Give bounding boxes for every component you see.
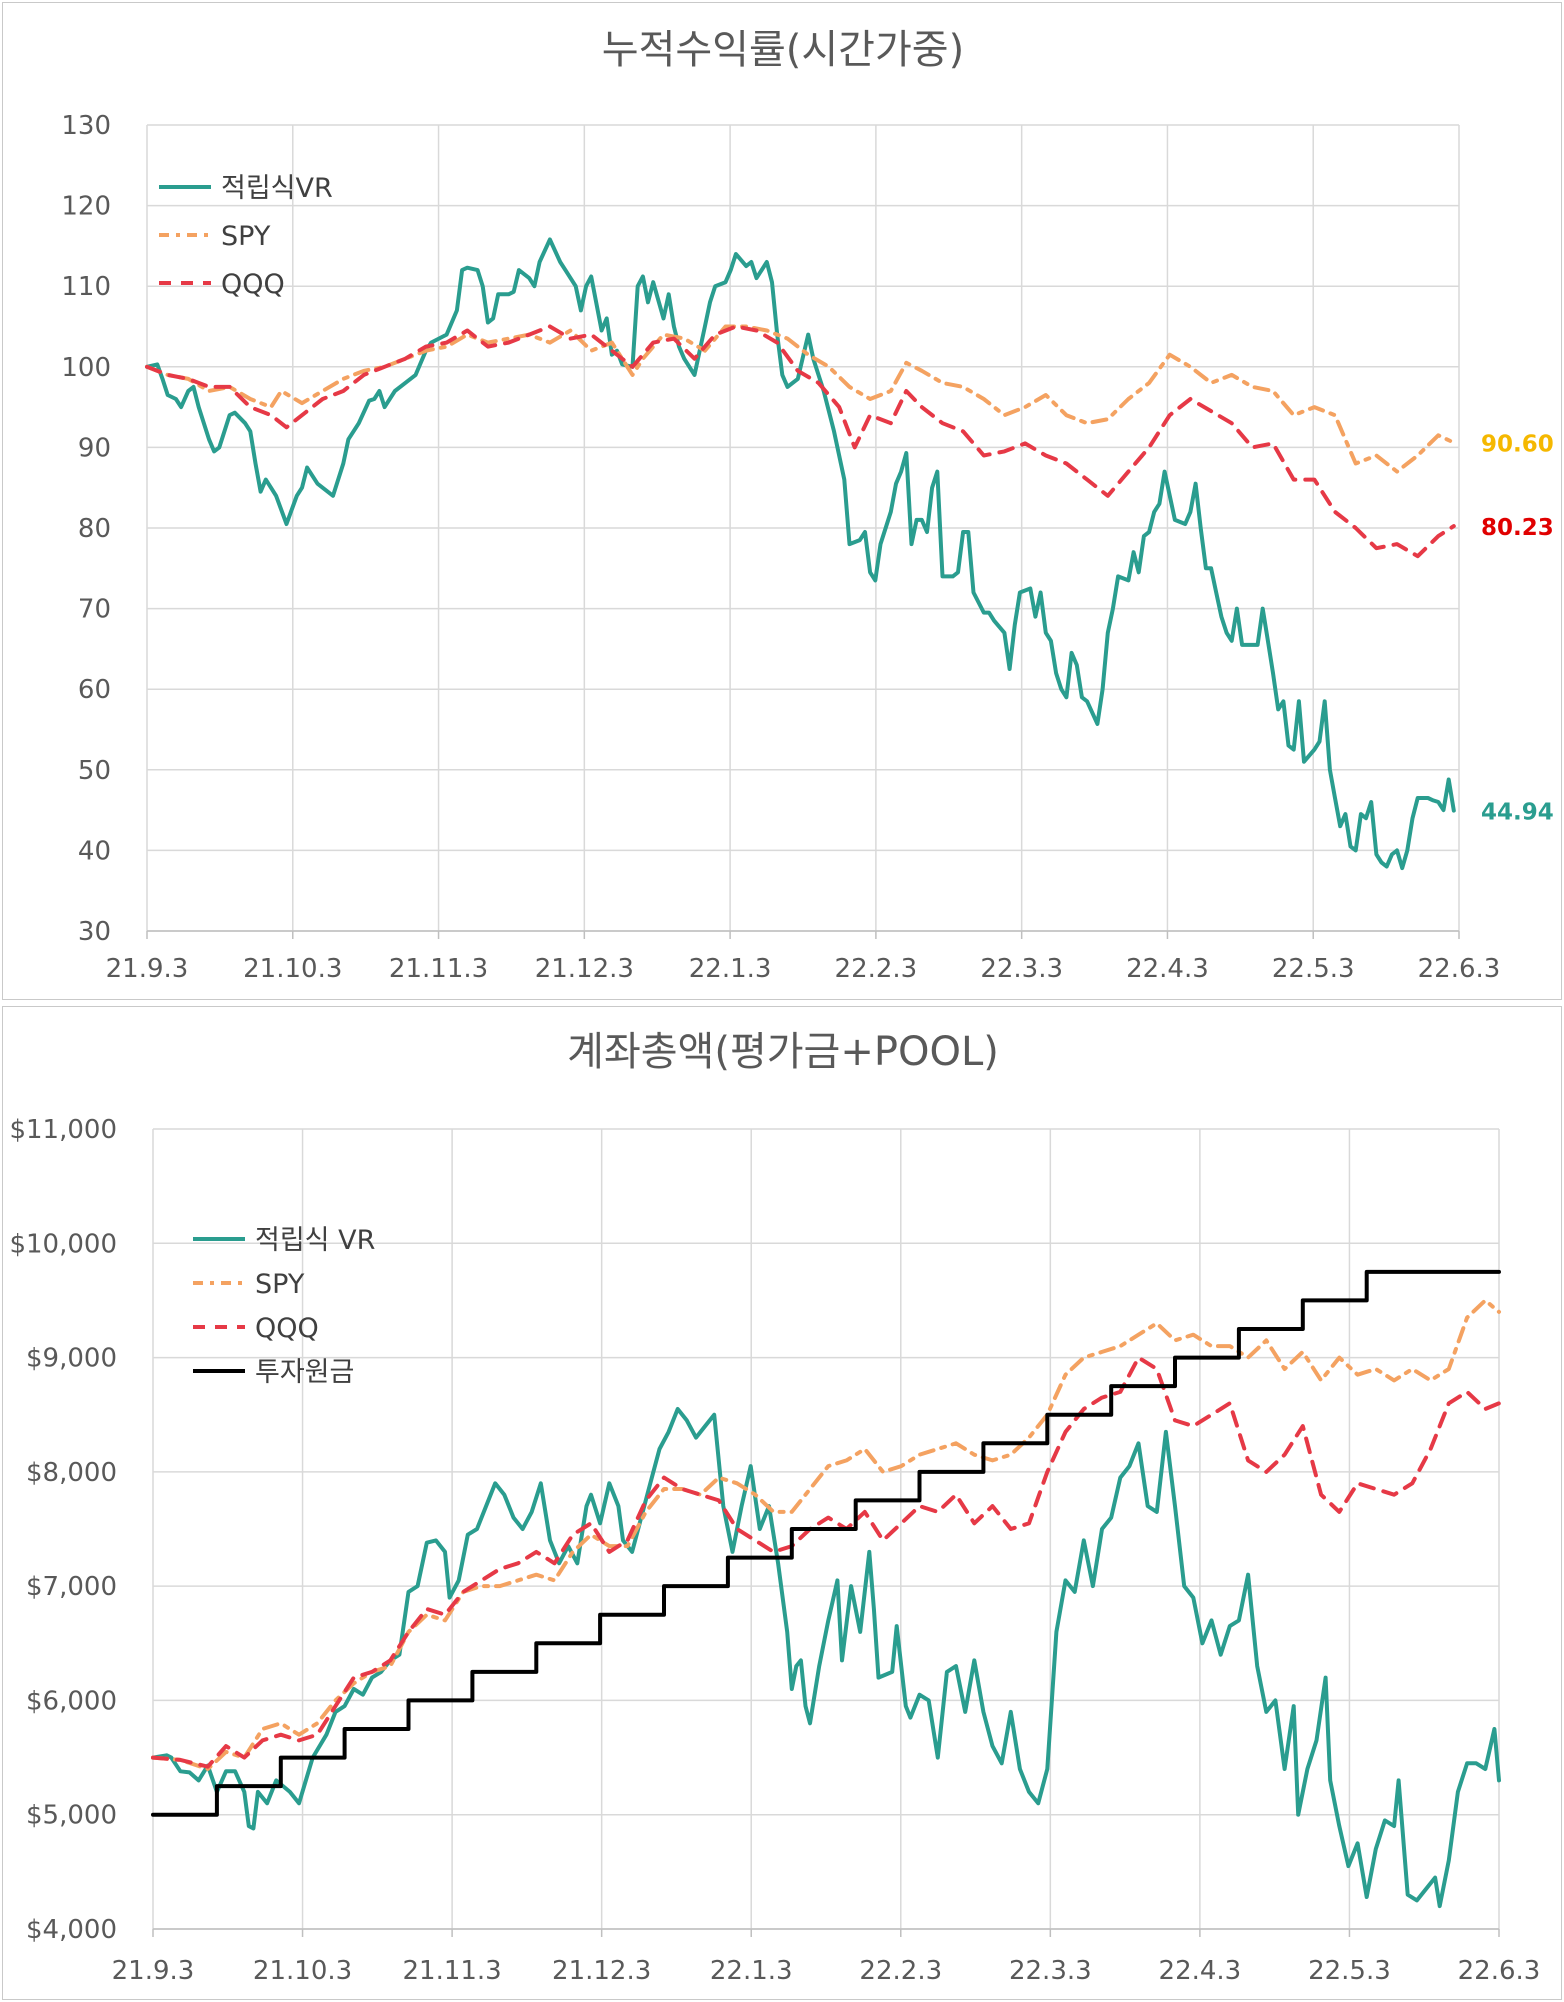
y-tick-label: 40 <box>78 836 111 866</box>
x-tick-label: 22.2.3 <box>835 954 918 984</box>
x-tick-label: 21.11.3 <box>389 954 488 984</box>
y-tick-label: 70 <box>78 595 111 625</box>
x-tick-label: 21.10.3 <box>243 954 342 984</box>
legend-label: 적립식 VR <box>255 1225 375 1256</box>
y-tick-label: 120 <box>61 192 111 222</box>
legend-label: SPY <box>221 221 271 252</box>
y-tick-label: $8,000 <box>26 1458 117 1488</box>
x-tick-label: 21.10.3 <box>253 1956 352 1986</box>
series-line-2 <box>145 324 1456 559</box>
y-tick-label: $5,000 <box>26 1801 117 1831</box>
y-tick-label: 90 <box>78 433 111 463</box>
y-tick-label: 130 <box>61 111 111 141</box>
account-total-chart: 계좌총액(평가금+POOL) $4,000 $5,000 $6,000 $7,000 $… <box>9 1029 1541 1986</box>
end-value-label: 90.60 <box>1481 432 1554 458</box>
x-tick-label: 22.5.3 <box>1308 1956 1391 1986</box>
x-tick-label: 21.9.3 <box>112 1956 195 1986</box>
legend-label: 투자원금 <box>255 1357 354 1388</box>
x-tick-label: 22.1.3 <box>689 954 772 984</box>
cumulative-return-chart: 누적수익률(시간가중) 30 40 50 60 70 80 90 100 110 120 130 21… <box>61 27 1554 984</box>
y-tick-label: $11,000 <box>9 1115 117 1145</box>
y-tick-label: $7,000 <box>26 1572 117 1602</box>
end-value-label: 80.23 <box>1481 515 1554 541</box>
legend-label: QQQ <box>255 1313 319 1344</box>
y-tick-label: 100 <box>61 353 111 383</box>
y-tick-label: $9,000 <box>26 1344 117 1374</box>
y-tick-label: 60 <box>78 675 111 705</box>
y-tick-label: $4,000 <box>26 1915 117 1945</box>
legend-label: QQQ <box>221 269 285 300</box>
legend-label: SPY <box>255 1269 305 1300</box>
y-tick-label: $6,000 <box>26 1686 117 1716</box>
x-tick-label: 22.4.3 <box>1126 954 1209 984</box>
series-line-1 <box>145 324 1456 474</box>
x-tick-label: 21.11.3 <box>402 1956 501 1986</box>
series-line-2 <box>151 1355 1501 1769</box>
series-line-0 <box>151 1407 1501 1909</box>
y-tick-label: 30 <box>78 917 111 947</box>
end-value-label: 44.94 <box>1481 800 1554 826</box>
y-tick-label: 80 <box>78 514 111 544</box>
x-tick-label: 22.3.3 <box>980 954 1063 984</box>
chart-title: 계좌총액(평가금+POOL) <box>567 1029 999 1075</box>
series-line-3 <box>151 1269 1501 1817</box>
x-tick-label: 22.4.3 <box>1159 1956 1242 1986</box>
legend-label: 적립식VR <box>221 173 333 204</box>
x-tick-label: 22.6.3 <box>1418 954 1501 984</box>
x-tick-label: 22.6.3 <box>1458 1956 1541 1986</box>
x-tick-label: 21.12.3 <box>552 1956 651 1986</box>
x-tick-label: 21.12.3 <box>535 954 634 984</box>
x-tick-label: 22.3.3 <box>1009 1956 1092 1986</box>
series-line-1 <box>151 1298 1501 1771</box>
y-tick-label: 110 <box>61 272 111 302</box>
x-tick-label: 22.5.3 <box>1272 954 1355 984</box>
x-tick-label: 22.2.3 <box>859 1956 942 1986</box>
cumulative-return-chart-panel: 누적수익률(시간가중) 30 40 50 60 70 80 90 100 110 120 130 21… <box>2 2 1562 1000</box>
account-total-chart-panel: 계좌총액(평가금+POOL) $4,000 $5,000 $6,000 $7,000 $… <box>2 1006 1562 2000</box>
y-tick-label: $10,000 <box>9 1229 117 1259</box>
y-tick-label: 50 <box>78 756 111 786</box>
series-line-0 <box>145 237 1456 871</box>
x-tick-label: 21.9.3 <box>106 954 189 984</box>
x-tick-label: 22.1.3 <box>710 1956 793 1986</box>
chart-title: 누적수익률(시간가중) <box>602 27 964 73</box>
